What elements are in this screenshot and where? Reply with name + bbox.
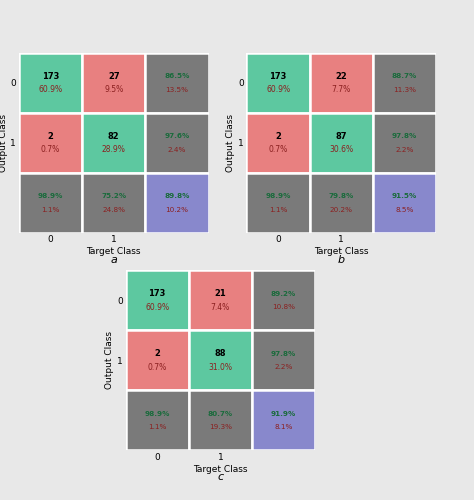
Text: c: c xyxy=(218,472,223,482)
Text: 19.3%: 19.3% xyxy=(209,424,232,430)
Bar xyxy=(19,172,82,233)
Text: 9.5%: 9.5% xyxy=(104,85,123,94)
Text: 88: 88 xyxy=(215,350,226,358)
Text: 0.7%: 0.7% xyxy=(41,145,60,154)
Bar xyxy=(19,52,82,112)
Y-axis label: Output Class: Output Class xyxy=(0,114,8,172)
Text: 2.2%: 2.2% xyxy=(395,146,414,152)
Text: 2: 2 xyxy=(47,132,54,141)
Bar xyxy=(82,172,146,233)
Text: 1.1%: 1.1% xyxy=(41,206,60,212)
Text: 89.2%: 89.2% xyxy=(271,291,296,297)
Bar xyxy=(82,52,146,112)
Bar xyxy=(146,172,209,233)
Text: 8.1%: 8.1% xyxy=(274,424,293,430)
Bar xyxy=(373,112,436,172)
Text: 173: 173 xyxy=(148,290,166,298)
Text: 97.8%: 97.8% xyxy=(271,351,296,357)
Text: 0.7%: 0.7% xyxy=(147,362,167,372)
Text: 8.5%: 8.5% xyxy=(395,206,414,212)
Text: 91.9%: 91.9% xyxy=(271,411,296,417)
Text: 88.7%: 88.7% xyxy=(392,74,417,80)
Text: 27: 27 xyxy=(108,72,119,81)
Text: 173: 173 xyxy=(269,72,287,81)
Text: 87: 87 xyxy=(336,132,347,141)
Text: 10.2%: 10.2% xyxy=(165,206,189,212)
Bar xyxy=(252,270,315,330)
Text: 22: 22 xyxy=(336,72,347,81)
Bar xyxy=(310,52,373,112)
Text: 24.8%: 24.8% xyxy=(102,206,125,212)
Text: 30.6%: 30.6% xyxy=(329,145,353,154)
Y-axis label: Output Class: Output Class xyxy=(226,114,235,172)
Text: 13.5%: 13.5% xyxy=(165,86,189,92)
Text: 98.9%: 98.9% xyxy=(38,194,63,200)
Text: b: b xyxy=(337,255,345,265)
Bar xyxy=(126,390,189,450)
X-axis label: Target Class: Target Class xyxy=(193,464,247,473)
Text: 98.9%: 98.9% xyxy=(265,194,291,200)
Text: 1.1%: 1.1% xyxy=(269,206,287,212)
Text: 80.7%: 80.7% xyxy=(208,411,233,417)
Bar xyxy=(252,390,315,450)
Text: 60.9%: 60.9% xyxy=(145,302,169,312)
Text: 20.2%: 20.2% xyxy=(330,206,353,212)
Text: 2.2%: 2.2% xyxy=(274,364,293,370)
Text: 11.3%: 11.3% xyxy=(393,86,416,92)
Text: 75.2%: 75.2% xyxy=(101,194,127,200)
Text: 97.6%: 97.6% xyxy=(164,134,190,140)
X-axis label: Target Class: Target Class xyxy=(314,247,368,256)
Bar xyxy=(189,270,252,330)
Bar xyxy=(373,52,436,112)
Text: 79.8%: 79.8% xyxy=(328,194,354,200)
Text: 10.8%: 10.8% xyxy=(272,304,295,310)
Bar xyxy=(126,330,189,390)
Bar xyxy=(310,172,373,233)
Bar xyxy=(252,330,315,390)
Bar xyxy=(126,270,189,330)
Text: 86.5%: 86.5% xyxy=(164,74,190,80)
Text: 0.7%: 0.7% xyxy=(268,145,288,154)
Text: 7.4%: 7.4% xyxy=(211,302,230,312)
Bar xyxy=(246,172,310,233)
Text: 89.8%: 89.8% xyxy=(164,194,190,200)
Bar xyxy=(189,390,252,450)
Text: 60.9%: 60.9% xyxy=(266,85,290,94)
Text: 2: 2 xyxy=(154,350,160,358)
Text: 173: 173 xyxy=(42,72,59,81)
Bar xyxy=(189,330,252,390)
Text: 2.4%: 2.4% xyxy=(168,146,186,152)
Bar xyxy=(310,112,373,172)
Text: 2: 2 xyxy=(275,132,281,141)
Bar xyxy=(146,52,209,112)
Text: 82: 82 xyxy=(108,132,119,141)
Y-axis label: Output Class: Output Class xyxy=(105,331,114,389)
Bar xyxy=(146,112,209,172)
Bar xyxy=(82,112,146,172)
Text: 91.5%: 91.5% xyxy=(392,194,417,200)
Bar xyxy=(373,172,436,233)
Text: 1.1%: 1.1% xyxy=(148,424,166,430)
Bar xyxy=(246,52,310,112)
Text: 97.8%: 97.8% xyxy=(392,134,417,140)
Text: 7.7%: 7.7% xyxy=(332,85,351,94)
X-axis label: Target Class: Target Class xyxy=(87,247,141,256)
Text: 98.9%: 98.9% xyxy=(145,411,170,417)
Text: 28.9%: 28.9% xyxy=(102,145,126,154)
Bar xyxy=(246,112,310,172)
Text: 60.9%: 60.9% xyxy=(38,85,63,94)
Text: 21: 21 xyxy=(215,290,226,298)
Bar xyxy=(19,112,82,172)
Text: 31.0%: 31.0% xyxy=(209,362,232,372)
Text: a: a xyxy=(110,255,117,265)
